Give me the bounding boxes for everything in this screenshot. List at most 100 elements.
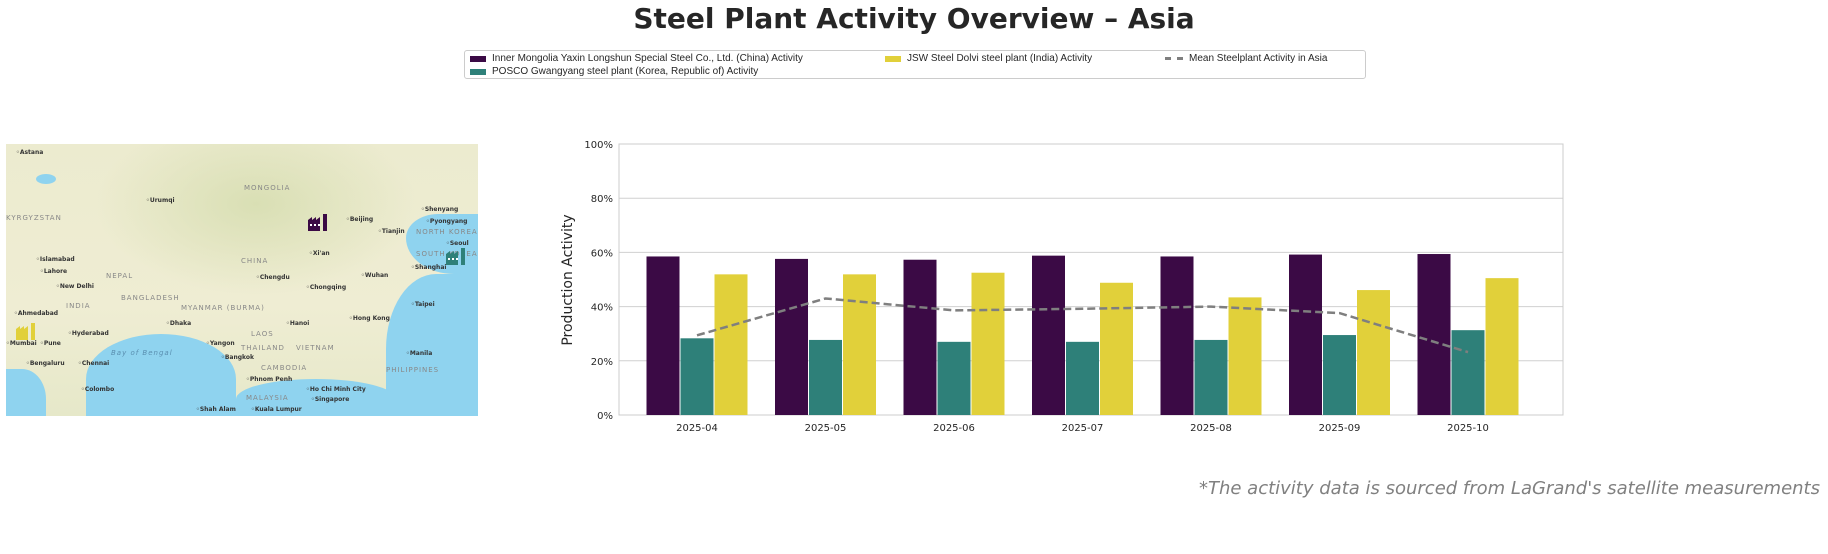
map-city-label: ◦Pyongyang <box>426 218 468 225</box>
map-city-label: ◦Ho Chi Minh City <box>306 386 366 393</box>
map-city-label: ◦Phnom Penh <box>246 376 293 383</box>
bar-india <box>714 274 748 415</box>
legend-label: POSCO Gwangyang steel plant (Korea, Repu… <box>492 66 759 77</box>
map-region-label: MYANMAR (BURMA) <box>181 304 265 312</box>
legend-swatch <box>470 68 486 75</box>
sea-east-china <box>386 274 478 416</box>
factory-icon[interactable] <box>16 320 36 340</box>
factory-icon[interactable] <box>446 245 466 265</box>
map-city-label: ◦Hong Kong <box>349 315 390 322</box>
map-region-label: CHINA <box>241 257 269 265</box>
map-city-label: ◦Shenyang <box>421 206 459 213</box>
map-city-label: ◦Shanghai <box>411 264 447 271</box>
bar-china <box>1160 256 1194 415</box>
bar-korea <box>1323 335 1356 415</box>
map-city-label: ◦Bangkok <box>221 354 254 361</box>
map-city-label: ◦Lahore <box>40 268 68 275</box>
map-city-label: ◦Astana <box>16 149 44 156</box>
map-city-label: ◦Kuala Lumpur <box>251 406 302 413</box>
bar-korea <box>937 341 971 415</box>
legend-item-china: Inner Mongolia Yaxin Longshun Special St… <box>470 53 803 64</box>
x-tick-label: 2025-04 <box>676 423 718 434</box>
y-tick-label: 100% <box>584 140 613 151</box>
bar-india <box>971 272 1005 415</box>
map-region-label: INDIA <box>66 302 91 310</box>
bar-korea <box>1451 330 1485 415</box>
x-tick-label: 2025-08 <box>1190 423 1232 434</box>
map-region-label: MALAYSIA <box>246 394 289 402</box>
map-city-label: ◦Pune <box>40 340 61 347</box>
bar-india <box>1485 278 1519 415</box>
mean-line <box>696 297 1469 354</box>
lake-balkhash <box>36 174 56 184</box>
legend-item-india: JSW Steel Dolvi steel plant (India) Acti… <box>885 53 1092 64</box>
map-city-label: ◦Wuhan <box>361 272 389 279</box>
legend-label: JSW Steel Dolvi steel plant (India) Acti… <box>907 53 1093 64</box>
map-city-label: ◦Colombo <box>81 386 115 393</box>
map-city-label: ◦Bengaluru <box>26 360 65 367</box>
map-city-label: ◦Manila <box>406 350 433 357</box>
map[interactable]: ◦Astana ◦Urumqi ◦Beijing ◦Tianjin ◦Shenyang ◦… <box>6 144 478 416</box>
x-tick-label: 2025-05 <box>805 423 847 434</box>
map-city-label: ◦Yangon <box>206 340 235 347</box>
map-region-label: MONGOLIA <box>244 184 291 192</box>
map-city-label: ◦Chongqing <box>306 284 347 291</box>
map-city-label: ◦Dhaka <box>166 320 192 327</box>
map-city-label: ◦Shah Alam <box>196 406 236 413</box>
bar-india <box>1357 290 1390 415</box>
sea-arabian <box>6 369 46 416</box>
y-tick-label: 40% <box>591 303 613 314</box>
plot-frame <box>618 143 1564 416</box>
map-city-label: ◦Hanoi <box>286 320 310 327</box>
legend-item-mean: Mean Steelplant Activity in Asia <box>1165 53 1327 64</box>
map-region-label: THAILAND <box>241 344 285 352</box>
map-city-label: ◦Mumbai <box>6 340 37 347</box>
map-city-label: ◦Chennai <box>78 360 110 367</box>
map-region-label: NORTH KOREA <box>416 228 478 236</box>
bar-china <box>1032 255 1065 415</box>
map-region-label: CAMBODIA <box>261 364 308 372</box>
map-region-label: LAOS <box>251 330 274 338</box>
sea-south-china <box>236 379 396 416</box>
chart-title: Steel Plant Activity Overview – Asia <box>633 2 1195 35</box>
bar-india <box>843 274 876 415</box>
legend-item-korea: POSCO Gwangyang steel plant (Korea, Repu… <box>470 66 758 77</box>
map-city-label: ◦Singapore <box>311 396 350 403</box>
y-tick-label: 60% <box>591 248 613 259</box>
legend: Inner Mongolia Yaxin Longshun Special St… <box>464 50 1366 79</box>
map-city-label: ◦New Delhi <box>56 283 94 290</box>
map-region-label: BANGLADESH <box>121 294 180 302</box>
bar-china <box>775 258 808 415</box>
map-region-label: Bay of Bengal <box>111 349 173 357</box>
bar-korea <box>1194 339 1228 415</box>
y-tick-label: 0% <box>597 411 613 422</box>
map-city-label: ◦Tianjin <box>378 228 405 235</box>
map-city-label: ◦Chengdu <box>256 274 290 281</box>
map-city-label: ◦Taipei <box>411 301 435 308</box>
bar-china <box>903 259 937 415</box>
footnote: *The activity data is sourced from LaGra… <box>1198 478 1820 499</box>
x-tick-label: 2025-06 <box>933 423 975 434</box>
x-tick-label: 2025-10 <box>1447 423 1489 434</box>
sea-bay-of-bengal <box>86 334 236 416</box>
map-region-label: KYRGYZSTAN <box>6 214 62 222</box>
map-city-label: ◦Urumqi <box>146 197 175 204</box>
map-city-label: ◦Hyderabad <box>68 330 109 337</box>
factory-icon[interactable] <box>308 211 328 231</box>
x-tick-label: 2025-09 <box>1319 423 1361 434</box>
legend-label: Mean Steelplant Activity in Asia <box>1189 53 1328 64</box>
bar-china <box>646 256 680 415</box>
map-city-label: ◦Xi'an <box>309 250 330 257</box>
bar-china <box>1289 254 1322 415</box>
map-region-label: NEPAL <box>106 272 134 280</box>
map-city-label: ◦Beijing <box>346 216 374 223</box>
y-axis-label: Production Activity <box>560 214 576 346</box>
map-city-label: ◦Ahmedabad <box>14 310 59 317</box>
legend-swatch <box>1165 57 1183 60</box>
map-city-label: ◦Islamabad <box>36 256 75 263</box>
bar-china <box>1417 254 1451 415</box>
bar-india <box>1228 297 1262 415</box>
legend-swatch <box>885 55 901 62</box>
bar-korea <box>1066 341 1099 415</box>
bar-korea <box>809 339 842 415</box>
